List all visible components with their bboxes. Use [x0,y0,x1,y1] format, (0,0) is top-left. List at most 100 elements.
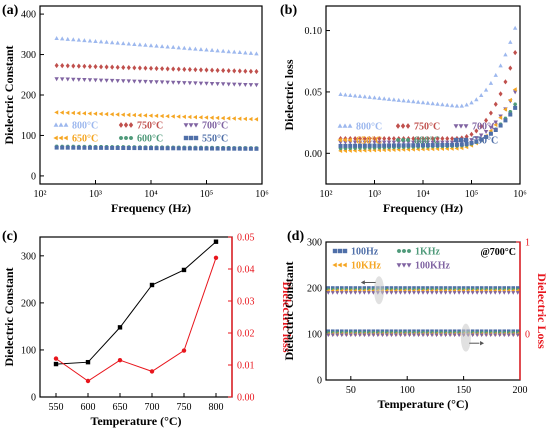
data-point [440,142,445,147]
data-point [362,143,367,148]
data-point [76,37,82,42]
data-point [508,112,513,117]
data-point [343,143,348,148]
data-point [126,65,131,71]
legend-marker [332,262,337,268]
data-point [430,101,435,106]
data-point [154,113,159,119]
data-point [87,63,92,70]
legend-marker [193,135,199,141]
data-point [193,146,198,151]
constant-point [488,291,493,295]
data-point [513,50,518,56]
y-tick-label: 100 [307,330,322,341]
data-point [93,111,98,116]
data-point [353,135,358,142]
y2-tick-label: 0.04 [237,265,255,276]
legend-marker [401,263,407,268]
y2-tick-label: 0.05 [237,233,255,244]
data-point [367,94,372,99]
data-point [176,114,181,119]
data-point [449,140,455,145]
loss-point [443,333,448,338]
x-tick-label: 50 [346,385,356,396]
legend-marker [63,135,68,141]
data-point [204,81,209,86]
data-point [115,145,120,150]
legend-label: 550°C [472,136,498,147]
data-point [87,111,92,116]
x-tick-label: 600 [81,402,96,413]
data-point [110,145,115,150]
data-point [357,143,362,148]
data-point [198,81,204,86]
constant-point [407,291,412,295]
x-tick-label: 750 [177,402,192,413]
data-point [60,63,65,69]
data-point [65,77,70,82]
data-point [430,143,435,148]
data-point [154,43,159,48]
legend-marker [463,137,469,143]
data-point [226,146,231,151]
data-point [99,145,104,150]
data-point [469,140,474,145]
x-tick-label: 700 [145,402,160,413]
data-point [415,99,421,104]
data-point [357,93,363,98]
data-point [126,79,131,84]
data-point [226,82,231,87]
data-point [204,67,209,73]
data-point [382,135,387,142]
data-point [76,145,81,150]
data-point [53,356,59,361]
data-point [411,140,416,145]
data-point [377,140,382,145]
data-point [488,131,493,136]
data-point [182,81,187,86]
loss-point [497,333,502,338]
data-point [87,145,92,150]
data-point [82,38,87,43]
data-point [513,105,518,110]
data-point [232,49,237,54]
constant-point [493,291,498,295]
data-point [126,112,131,118]
y-tick-label: 0.05 [305,87,323,98]
legend-marker [453,124,459,129]
x-axis-title: Temperature (°C) [377,397,468,411]
loss-point [393,333,398,338]
data-point [391,143,396,148]
data-point [416,135,421,142]
data-point [82,145,87,150]
y-axis-title: Dielectric Constant [2,268,16,367]
legend-label: 750°C [137,121,163,132]
data-point [440,135,445,142]
data-point [126,41,131,46]
panel-label-c: (c) [2,229,18,244]
data-point [508,39,513,44]
data-point [474,136,479,141]
data-point [386,140,392,145]
constant-point [357,291,362,295]
data-point [159,44,165,49]
data-point [479,137,484,142]
loss-point [448,333,453,338]
data-point [386,96,392,101]
legend-marker [342,262,347,268]
data-point [469,100,474,105]
legend-marker [63,122,69,127]
data-point [204,146,209,151]
data-point [367,143,372,148]
loss-point [452,333,457,338]
data-point [148,80,154,85]
right-arrow-head [480,341,485,346]
data-point [348,143,353,148]
data-point [243,146,248,151]
data-point [60,145,65,150]
loss-point [439,333,444,338]
data-point [210,67,215,73]
data-point [372,143,377,148]
data-point [469,131,474,137]
